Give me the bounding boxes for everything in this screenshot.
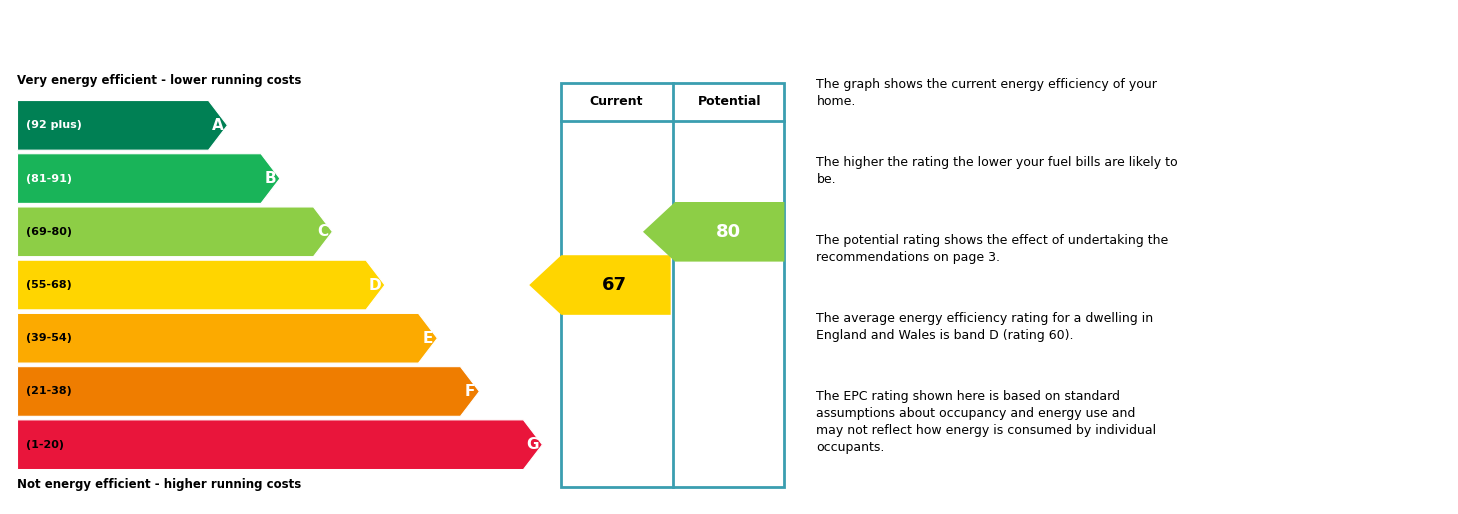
Text: Current: Current: [589, 95, 643, 108]
Text: The graph shows the current energy efficiency of your
home.: The graph shows the current energy effic…: [816, 78, 1158, 108]
Polygon shape: [17, 420, 542, 470]
Text: (92 plus): (92 plus): [26, 120, 82, 131]
Text: A: A: [211, 118, 225, 133]
Polygon shape: [643, 202, 784, 262]
Polygon shape: [17, 314, 437, 363]
Text: (1-20): (1-20): [26, 439, 64, 450]
Polygon shape: [17, 366, 480, 416]
Polygon shape: [17, 154, 280, 204]
Text: Energy Efficiency Rating: Energy Efficiency Rating: [12, 20, 432, 49]
Text: B: B: [265, 171, 276, 186]
Text: The EPC rating shown here is based on standard
assumptions about occupancy and e: The EPC rating shown here is based on st…: [816, 390, 1156, 453]
Text: The potential rating shows the effect of undertaking the
recommendations on page: The potential rating shows the effect of…: [816, 234, 1169, 264]
Text: Not energy efficient - higher running costs: Not energy efficient - higher running co…: [17, 479, 302, 491]
Text: (21-38): (21-38): [26, 387, 71, 396]
Text: C: C: [318, 224, 328, 240]
Polygon shape: [17, 207, 332, 256]
Text: (81-91): (81-91): [26, 174, 73, 183]
Text: G: G: [526, 437, 539, 452]
Text: Potential: Potential: [698, 95, 761, 108]
Text: The higher the rating the lower your fuel bills are likely to
be.: The higher the rating the lower your fue…: [816, 156, 1178, 186]
Bar: [561, 83, 784, 487]
Text: (55-68): (55-68): [26, 280, 71, 290]
Text: F: F: [465, 384, 475, 399]
Polygon shape: [529, 255, 671, 315]
Polygon shape: [17, 260, 385, 310]
Text: 80: 80: [716, 223, 741, 241]
Text: (69-80): (69-80): [26, 227, 73, 237]
Text: (39-54): (39-54): [26, 333, 71, 343]
Text: E: E: [423, 331, 433, 346]
Text: Very energy efficient - lower running costs: Very energy efficient - lower running co…: [17, 74, 302, 87]
Text: 67: 67: [602, 276, 627, 294]
Text: The average energy efficiency rating for a dwelling in
England and Wales is band: The average energy efficiency rating for…: [816, 311, 1153, 342]
Text: D: D: [369, 278, 382, 292]
Polygon shape: [17, 101, 227, 150]
